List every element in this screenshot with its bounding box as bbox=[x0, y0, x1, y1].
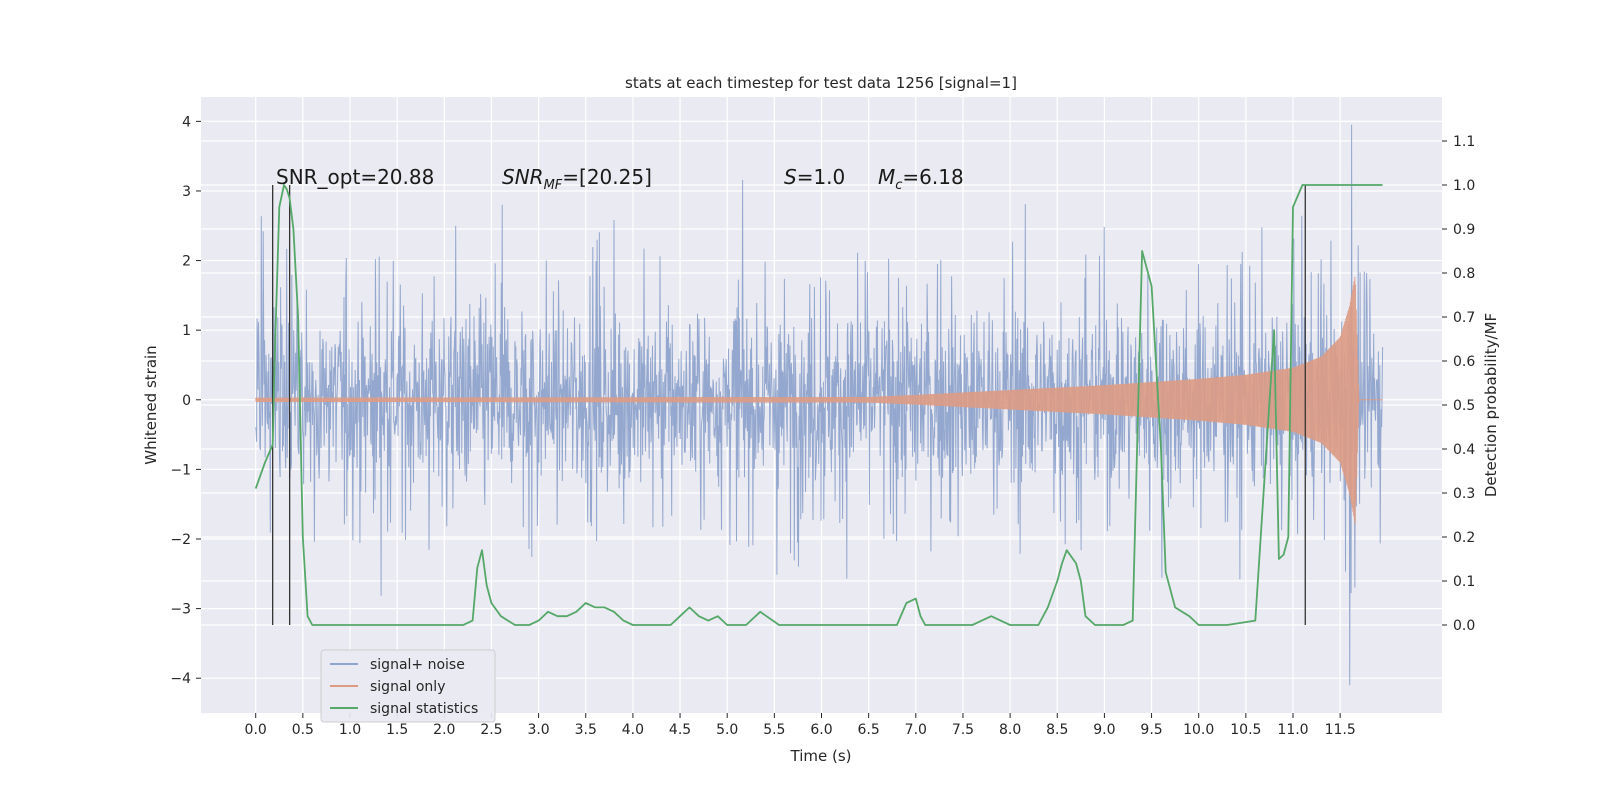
y-tick-label-4: 0 bbox=[182, 393, 191, 409]
threshold-markers bbox=[272, 185, 1306, 625]
x-tick-label-19: 9.5 bbox=[1140, 722, 1162, 738]
x-tick-label-23: 11.5 bbox=[1325, 722, 1356, 738]
x-tick-label-7: 3.5 bbox=[575, 722, 597, 738]
y2-tick-label-4: 0.4 bbox=[1453, 442, 1475, 458]
y2-tick-label-6: 0.6 bbox=[1453, 354, 1475, 370]
x-tick-label-21: 10.5 bbox=[1230, 722, 1261, 738]
y-tick-label-7: 3 bbox=[182, 184, 191, 200]
y2-tick-label-7: 0.7 bbox=[1453, 310, 1475, 326]
x-tick-label-1: 0.5 bbox=[292, 722, 314, 738]
legend: signal+ noise signal only signal statist… bbox=[320, 649, 496, 723]
x-tick-label-14: 7.0 bbox=[905, 722, 927, 738]
x-tick-label-6: 3.0 bbox=[527, 722, 549, 738]
y-axis-label: Whitened strain bbox=[142, 345, 160, 464]
x-axis-label: Time (s) bbox=[790, 747, 852, 765]
legend-label-signal-only: signal only bbox=[370, 679, 445, 695]
signal-only-line bbox=[255, 276, 1383, 525]
x-tick-label-15: 7.5 bbox=[952, 722, 974, 738]
x-tick-label-0: 0.0 bbox=[245, 722, 267, 738]
x-tick-label-8: 4.0 bbox=[622, 722, 644, 738]
y-tick-label-0: −4 bbox=[170, 671, 191, 687]
y2-tick-label-2: 0.2 bbox=[1453, 530, 1475, 546]
signal-statistics-line bbox=[254, 184, 1383, 626]
y2-tick-label-0: 0.0 bbox=[1453, 618, 1475, 634]
y-tick-label-1: −3 bbox=[170, 602, 191, 618]
x-tick-label-3: 1.5 bbox=[386, 722, 408, 738]
x-tick-label-12: 6.0 bbox=[810, 722, 832, 738]
chart-title: stats at each timestep for test data 125… bbox=[625, 74, 1017, 92]
x-tick-label-22: 11.0 bbox=[1277, 722, 1308, 738]
y2-tick-label-10: 1.0 bbox=[1453, 178, 1475, 194]
annotation-snr-opt: SNR_opt=20.88 bbox=[276, 165, 434, 189]
y-tick-label-2: −2 bbox=[170, 532, 191, 548]
x-tick-label-17: 8.5 bbox=[1046, 722, 1068, 738]
y-tick-label-6: 2 bbox=[182, 254, 191, 270]
x-tick-label-16: 8.0 bbox=[999, 722, 1021, 738]
legend-label-signal-noise: signal+ noise bbox=[370, 657, 465, 673]
y-tick-label-3: −1 bbox=[170, 462, 191, 478]
legend-label-signal-statistics: signal statistics bbox=[370, 701, 478, 717]
y2-tick-label-3: 0.3 bbox=[1453, 486, 1475, 502]
y2-tick-label-8: 0.8 bbox=[1453, 266, 1475, 282]
x-axis-ticks: 0.0 0.5 1.0 1.5 2.0 2.5 3.0 3.5 4.0 4.5 5.0 5.5 6.0 6… bbox=[245, 713, 1356, 738]
annotation-s: S=1.0 bbox=[784, 165, 845, 189]
x-tick-label-5: 2.5 bbox=[480, 722, 502, 738]
y2-tick-label-9: 0.9 bbox=[1453, 222, 1475, 238]
x-tick-label-11: 5.5 bbox=[763, 722, 785, 738]
annotation-snr-mf: SNRMF=[20.25] bbox=[502, 165, 652, 193]
x-tick-label-2: 1.0 bbox=[339, 722, 361, 738]
y-tick-label-8: 4 bbox=[182, 114, 191, 130]
x-tick-label-18: 9.0 bbox=[1093, 722, 1115, 738]
legend-box bbox=[320, 649, 496, 723]
y2-axis-ticks: 0.0 0.1 0.2 0.3 0.4 0.5 0.6 0.7 0.8 0.9 1.0 1.1 bbox=[1442, 134, 1475, 634]
x-tick-label-10: 5.0 bbox=[716, 722, 738, 738]
x-tick-label-4: 2.0 bbox=[433, 722, 455, 738]
y2-tick-label-5: 0.5 bbox=[1453, 398, 1475, 414]
y2-tick-label-11: 1.1 bbox=[1453, 134, 1475, 150]
x-tick-label-13: 6.5 bbox=[858, 722, 880, 738]
x-tick-label-9: 4.5 bbox=[669, 722, 691, 738]
x-tick-label-20: 10.0 bbox=[1183, 722, 1214, 738]
annotation-mc: Mc=6.18 bbox=[878, 165, 964, 193]
y2-tick-label-1: 0.1 bbox=[1453, 574, 1475, 590]
series-signal-statistics bbox=[254, 184, 1383, 626]
series-signal-only bbox=[255, 276, 1383, 525]
y2-axis-label: Detection probability/MF bbox=[1482, 313, 1500, 497]
y-tick-label-5: 1 bbox=[182, 323, 191, 339]
y-axis-ticks: −4 −3 −2 −1 0 1 2 3 4 bbox=[170, 114, 201, 687]
